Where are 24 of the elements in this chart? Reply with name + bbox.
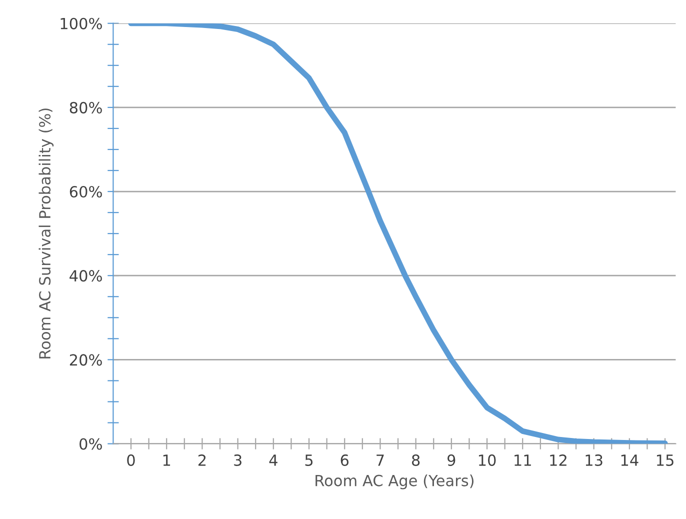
x-tick-label: 7 (376, 454, 384, 466)
y-tick-label: 60% (70, 186, 102, 198)
x-axis-title: Room AC Age (Years) (316, 474, 474, 490)
x-tick-label: 0 (127, 454, 135, 466)
y-tick-label: 40% (70, 270, 102, 282)
y-tick-label: 100% (60, 18, 102, 30)
x-tick-label: 10 (478, 454, 496, 466)
x-tick-label: 11 (514, 454, 531, 466)
x-tick-label: 15 (656, 454, 674, 466)
x-tick-label: 8 (412, 454, 420, 466)
y-tick-label: 80% (70, 102, 102, 114)
x-tick-label: 4 (269, 454, 278, 466)
x-tick-label: 6 (340, 454, 349, 466)
x-tick-label: 13 (586, 454, 602, 466)
y-tick-label: 0% (80, 438, 102, 450)
x-tick-label: 3 (234, 454, 242, 466)
x-tick-label: 12 (550, 454, 566, 466)
x-tick-label: 14 (621, 454, 638, 466)
x-tick-label: 5 (305, 454, 313, 466)
y-axis-title: Room AC Survival Probability (%) (38, 108, 54, 358)
x-tick-label: 9 (448, 454, 456, 466)
x-tick-label: 2 (198, 454, 206, 466)
x-tick-label: 1 (163, 454, 170, 466)
y-tick-label: 20% (70, 354, 102, 366)
